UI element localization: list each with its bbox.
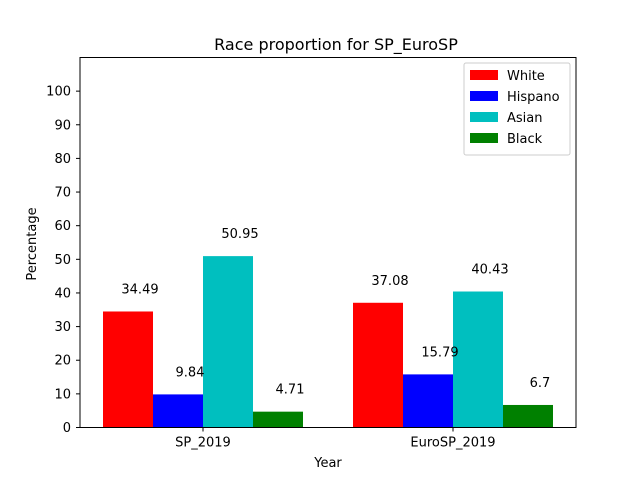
y-tick-label: 90 — [54, 118, 71, 133]
data-label-white-eurosp_2019: 37.08 — [371, 274, 408, 289]
data-label-hispano-sp_2019: 9.84 — [176, 365, 205, 380]
y-tick-label: 10 — [54, 387, 71, 402]
legend-swatch-white — [470, 70, 498, 80]
legend-swatch-hispano — [470, 91, 498, 101]
bar-hispano-eurosp_2019 — [403, 374, 453, 428]
y-tick-label: 40 — [54, 286, 71, 301]
y-tick-label: 80 — [54, 152, 71, 167]
legend-label-white: White — [507, 69, 545, 84]
legend-label-black: Black — [507, 132, 543, 147]
legend-box — [463, 62, 571, 156]
bars-group — [103, 256, 553, 428]
bar-black-sp_2019 — [253, 411, 303, 428]
data-label-black-eurosp_2019: 6.7 — [530, 376, 551, 391]
plot-frame — [79, 57, 577, 428]
x-tick-label: EuroSP_2019 — [410, 436, 495, 451]
data-label-black-sp_2019: 4.71 — [276, 383, 305, 398]
legend-label-hispano: Hispano — [507, 90, 560, 105]
bar-black-eurosp_2019 — [503, 404, 553, 428]
data-label-hispano-eurosp_2019: 15.79 — [421, 345, 458, 360]
x-axis-label: Year — [313, 456, 342, 471]
y-tick-label: 50 — [54, 253, 71, 268]
data-label-asian-eurosp_2019: 40.43 — [471, 263, 508, 278]
bar-hispano-sp_2019 — [153, 394, 203, 428]
data-label-white-sp_2019: 34.49 — [121, 282, 158, 297]
bar-asian-eurosp_2019 — [453, 291, 503, 428]
legend-swatch-black — [470, 133, 498, 143]
bar-white-eurosp_2019 — [353, 302, 403, 428]
bar-asian-sp_2019 — [203, 256, 253, 428]
legend-swatch-asian — [470, 112, 498, 122]
y-tick-label: 70 — [54, 186, 71, 201]
y-tick-label: 20 — [54, 354, 71, 369]
x-tick-label: SP_2019 — [175, 436, 231, 451]
ticks-group: SP_2019 EuroSP_2019 0 10 20 30 40 50 60 70 80 90 100 — [46, 85, 495, 451]
y-axis-label: Percentage — [25, 207, 40, 280]
bar-white-sp_2019 — [103, 311, 153, 428]
y-tick-label: 60 — [54, 219, 71, 234]
legend: White Hispano Asian Black — [463, 62, 571, 156]
data-labels-group: 34.49 9.84 50.95 4.71 37.08 15.79 40.43 6.7 — [121, 227, 550, 398]
y-tick-label: 0 — [63, 421, 71, 436]
y-tick-label: 100 — [46, 85, 71, 100]
data-label-asian-sp_2019: 50.95 — [221, 227, 258, 242]
chart-title: Race proportion for SP_EuroSP — [214, 35, 458, 55]
legend-label-asian: Asian — [507, 111, 542, 126]
y-tick-label: 30 — [54, 320, 71, 335]
